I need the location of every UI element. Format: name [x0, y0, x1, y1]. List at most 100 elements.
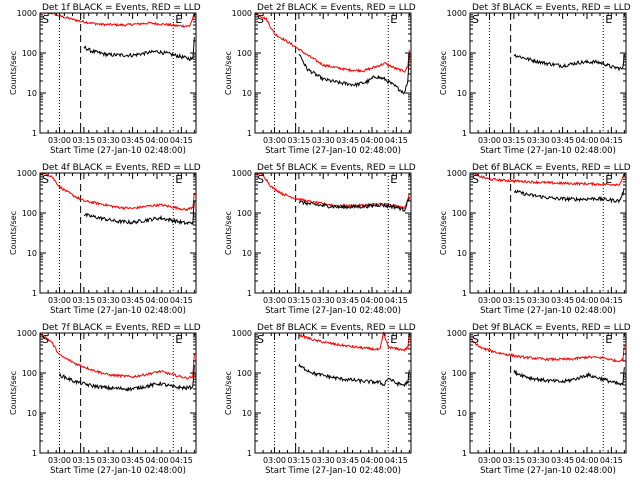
- y-tick-label: 100: [237, 209, 252, 218]
- x-tick-label: 03:15: [72, 456, 95, 465]
- y-tick-label: 1000: [232, 9, 252, 18]
- x-tick-label: 04:15: [600, 456, 623, 465]
- y-tick-label: 1: [32, 449, 37, 458]
- y-axis-label: Counts/sec: [9, 211, 18, 255]
- plot-frame: [39, 12, 197, 134]
- start-marker-label: S: [257, 333, 264, 346]
- series-line-events-black: [513, 367, 625, 387]
- panel-det-2: 1 10 100 1000 03:00 03:15 03:30 03:45 04:00 04:15…: [224, 3, 416, 156]
- panel-title: Det 7f BLACK = Events, RED = LLD: [42, 323, 201, 333]
- series-line-lld-red: [469, 172, 625, 187]
- x-tick-label: 04:15: [600, 136, 623, 145]
- series-line-events-black: [83, 200, 195, 226]
- x-tick-label: 03:00: [48, 456, 71, 465]
- plot-frame: [254, 172, 412, 294]
- series-line-lld-red: [254, 12, 410, 73]
- y-tick-label: 10: [27, 249, 37, 258]
- start-marker-label: S: [42, 13, 49, 26]
- x-tick-label: 03:15: [72, 296, 95, 305]
- series-line-lld-red: [469, 337, 625, 363]
- y-axis-label: Counts/sec: [439, 371, 448, 415]
- x-tick-label: 04:00: [145, 136, 168, 145]
- x-tick-label: 03:00: [263, 136, 286, 145]
- x-axis-label: Start Time (27-Jan-10 02:48:00): [265, 306, 401, 316]
- end-marker-label: E: [175, 173, 182, 186]
- panel-title: Det 4f BLACK = Events, RED = LLD: [42, 163, 201, 173]
- x-tick-label: 03:15: [287, 456, 310, 465]
- panel-title: Det 3f BLACK = Events, RED = LLD: [472, 3, 631, 13]
- plot-frame: [469, 332, 627, 454]
- x-tick-label: 04:00: [145, 456, 168, 465]
- y-tick-label: 100: [22, 209, 37, 218]
- plot-frame: [39, 332, 197, 454]
- x-tick-label: 04:00: [360, 296, 383, 305]
- series-line-lld-red: [39, 12, 195, 28]
- x-tick-label: 03:30: [312, 136, 335, 145]
- y-tick-label: 100: [22, 369, 37, 378]
- start-marker-label: S: [472, 333, 479, 346]
- y-tick-label: 1000: [232, 169, 252, 178]
- x-tick-label: 03:00: [478, 456, 501, 465]
- plot-frame: [39, 172, 197, 294]
- x-tick-label: 03:45: [336, 456, 359, 465]
- series-line-lld-red: [39, 171, 195, 212]
- y-axis-label: Counts/sec: [224, 51, 233, 95]
- y-axis-label: Counts/sec: [224, 211, 233, 255]
- y-tick-label: 10: [27, 409, 37, 418]
- x-tick-label: 03:30: [97, 136, 120, 145]
- x-tick-label: 04:15: [385, 456, 408, 465]
- x-tick-label: 03:15: [502, 136, 525, 145]
- x-tick-label: 04:15: [385, 296, 408, 305]
- series-line-lld-red: [255, 172, 410, 210]
- start-marker-label: S: [472, 13, 479, 26]
- end-marker-label: E: [605, 13, 612, 26]
- y-tick-label: 1000: [232, 329, 252, 338]
- series-line-events-black: [83, 37, 195, 62]
- plot-frame: [469, 172, 627, 294]
- panel-det-9: 1 10 100 1000 03:00 03:15 03:30 03:45 04:00 04:15…: [439, 323, 631, 476]
- x-tick-label: 03:00: [478, 296, 501, 305]
- x-tick-label: 03:30: [312, 456, 335, 465]
- x-tick-label: 03:30: [527, 296, 550, 305]
- x-axis-label: Start Time (27-Jan-10 02:48:00): [265, 146, 401, 156]
- end-marker-label: E: [390, 333, 397, 346]
- y-tick-label: 1000: [447, 329, 467, 338]
- x-tick-label: 04:00: [360, 136, 383, 145]
- x-tick-label: 04:15: [170, 456, 193, 465]
- series-line-events-black: [298, 52, 410, 95]
- series-line-events-black: [513, 189, 625, 204]
- x-tick-label: 03:45: [551, 136, 574, 145]
- panel-det-4: 1 10 100 1000 03:00 03:15 03:30 03:45 04:00 04:15…: [9, 163, 201, 316]
- panel-title: Det 2f BLACK = Events, RED = LLD: [257, 3, 416, 13]
- x-tick-label: 04:00: [360, 456, 383, 465]
- x-tick-label: 03:30: [97, 456, 120, 465]
- y-tick-label: 10: [457, 249, 467, 258]
- y-tick-label: 1: [32, 289, 37, 298]
- y-tick-label: 1: [462, 289, 467, 298]
- x-axis-label: Start Time (27-Jan-10 02:48:00): [480, 466, 616, 476]
- x-tick-label: 04:15: [170, 136, 193, 145]
- x-tick-label: 03:00: [48, 136, 71, 145]
- y-tick-label: 100: [237, 369, 252, 378]
- panel-title: Det 5f BLACK = Events, RED = LLD: [257, 163, 416, 173]
- x-tick-label: 04:00: [575, 456, 598, 465]
- x-tick-label: 03:00: [478, 136, 501, 145]
- panel-det-3: 1 10 100 1000 03:00 03:15 03:30 03:45 04:00 04:15…: [439, 3, 631, 156]
- x-tick-label: 03:15: [502, 456, 525, 465]
- start-marker-label: S: [472, 173, 479, 186]
- x-tick-label: 03:45: [551, 296, 574, 305]
- y-tick-label: 1000: [17, 9, 37, 18]
- y-tick-label: 10: [242, 409, 252, 418]
- series-line-events-black: [298, 197, 410, 212]
- x-tick-label: 04:15: [170, 296, 193, 305]
- x-tick-label: 03:30: [312, 296, 335, 305]
- x-tick-label: 04:15: [600, 296, 623, 305]
- x-tick-label: 03:15: [502, 296, 525, 305]
- x-axis-label: Start Time (27-Jan-10 02:48:00): [480, 306, 616, 316]
- panel-det-6: 1 10 100 1000 03:00 03:15 03:30 03:45 04:00 04:15…: [439, 163, 631, 316]
- y-tick-label: 1: [32, 129, 37, 138]
- y-tick-label: 100: [452, 49, 467, 58]
- x-tick-label: 03:45: [121, 456, 144, 465]
- y-axis-label: Counts/sec: [439, 51, 448, 95]
- x-tick-label: 03:45: [551, 456, 574, 465]
